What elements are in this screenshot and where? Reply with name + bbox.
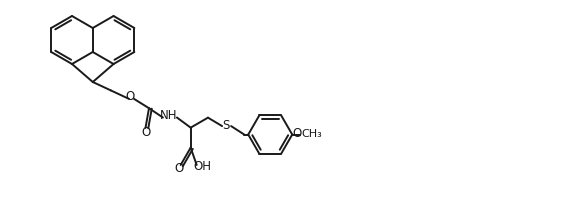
Text: NH: NH (160, 109, 178, 122)
Text: O: O (293, 127, 302, 140)
Text: O: O (174, 162, 183, 176)
Text: O: O (141, 126, 150, 139)
Text: O: O (125, 90, 135, 103)
Text: S: S (223, 119, 230, 132)
Text: OH: OH (193, 160, 212, 173)
Text: CH₃: CH₃ (302, 129, 323, 139)
